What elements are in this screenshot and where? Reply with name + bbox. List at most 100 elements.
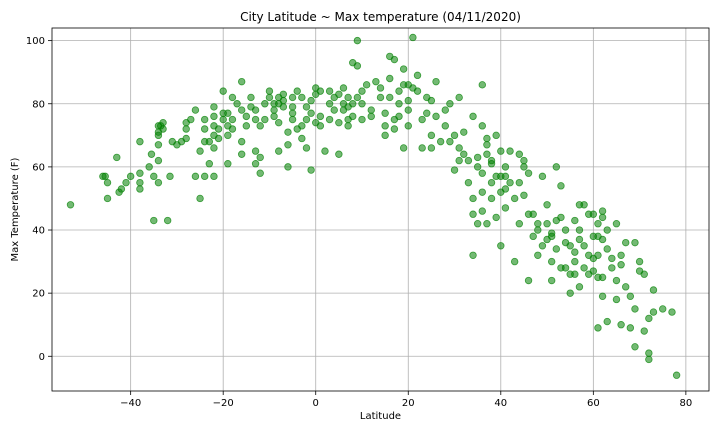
data-point — [145, 163, 153, 171]
data-point — [552, 163, 561, 171]
data-point — [191, 172, 200, 181]
data-point — [580, 242, 588, 250]
data-point — [284, 141, 292, 149]
data-point — [247, 93, 255, 102]
data-point — [228, 125, 237, 133]
data-point — [376, 84, 385, 92]
data-point — [101, 172, 109, 181]
data-point — [66, 201, 75, 209]
data-point — [631, 305, 639, 313]
data-point — [571, 216, 579, 225]
data-point — [395, 87, 403, 95]
data-point — [279, 103, 288, 111]
data-point — [399, 65, 408, 73]
data-point — [358, 87, 366, 95]
data-point — [237, 150, 246, 158]
data-point — [668, 308, 676, 316]
data-point — [501, 163, 510, 171]
data-point — [501, 204, 510, 212]
data-point — [288, 115, 297, 124]
data-point — [214, 134, 223, 143]
data-point — [598, 273, 607, 282]
data-point — [237, 106, 246, 114]
data-point — [487, 178, 496, 187]
data-point — [358, 100, 366, 108]
data-point — [561, 226, 570, 234]
x-tick-label: 80 — [679, 398, 692, 409]
data-point — [501, 172, 510, 181]
data-point — [510, 194, 519, 203]
data-point — [469, 251, 477, 259]
data-point — [413, 87, 422, 95]
data-point — [423, 109, 431, 117]
data-point — [316, 87, 325, 95]
data-point — [113, 153, 121, 162]
data-point — [196, 194, 204, 203]
x-axis-ticks: −40 −20 0 20 40 60 80 — [120, 391, 692, 409]
data-point — [136, 185, 144, 193]
data-point — [487, 194, 496, 203]
y-tick-label: 40 — [32, 226, 45, 237]
data-point — [288, 109, 297, 117]
data-point — [413, 71, 422, 80]
data-point — [478, 169, 486, 177]
data-point — [589, 210, 598, 218]
data-point — [228, 93, 237, 102]
data-point — [372, 77, 380, 86]
data-point — [205, 137, 214, 146]
y-tick-label: 100 — [26, 36, 45, 47]
data-point — [210, 112, 218, 121]
data-point — [594, 251, 602, 259]
data-point — [256, 122, 264, 130]
grid-lines — [52, 28, 709, 391]
data-point — [353, 36, 362, 45]
data-point — [427, 144, 436, 152]
x-tick-label: 0 — [313, 398, 319, 409]
data-point — [534, 220, 542, 228]
data-point — [460, 150, 468, 158]
data-point — [594, 324, 602, 332]
x-tick-label: 20 — [402, 398, 415, 409]
data-point — [603, 226, 611, 234]
data-point — [159, 125, 167, 133]
data-point — [399, 144, 408, 152]
data-point — [358, 115, 366, 124]
data-point — [251, 160, 260, 168]
data-point — [353, 93, 362, 102]
data-point — [307, 109, 315, 117]
data-point — [575, 226, 584, 234]
data-point — [187, 115, 195, 124]
data-point — [487, 160, 496, 168]
data-point — [150, 172, 158, 181]
data-point — [432, 112, 440, 121]
data-point — [136, 178, 144, 187]
data-point — [473, 220, 482, 228]
data-point — [330, 106, 338, 114]
data-point — [612, 276, 621, 285]
data-point — [381, 109, 389, 117]
data-point — [284, 128, 292, 136]
data-point — [288, 93, 297, 102]
data-point — [182, 134, 190, 143]
data-point — [154, 156, 163, 165]
data-point — [353, 62, 362, 70]
data-point — [224, 160, 232, 168]
data-point — [237, 77, 246, 86]
data-point — [316, 122, 325, 130]
data-point — [154, 178, 163, 187]
data-point — [626, 324, 635, 332]
data-point — [464, 178, 473, 187]
data-point — [344, 122, 352, 130]
data-point — [552, 245, 561, 253]
plot-area-frame — [51, 27, 710, 392]
data-point — [450, 131, 459, 140]
data-point — [404, 106, 412, 114]
data-point — [580, 201, 588, 209]
data-point — [524, 169, 533, 177]
data-point — [510, 257, 519, 266]
data-point — [589, 267, 598, 275]
data-point — [147, 150, 156, 158]
data-point — [506, 178, 514, 187]
data-point — [275, 118, 283, 127]
data-point — [386, 74, 394, 83]
